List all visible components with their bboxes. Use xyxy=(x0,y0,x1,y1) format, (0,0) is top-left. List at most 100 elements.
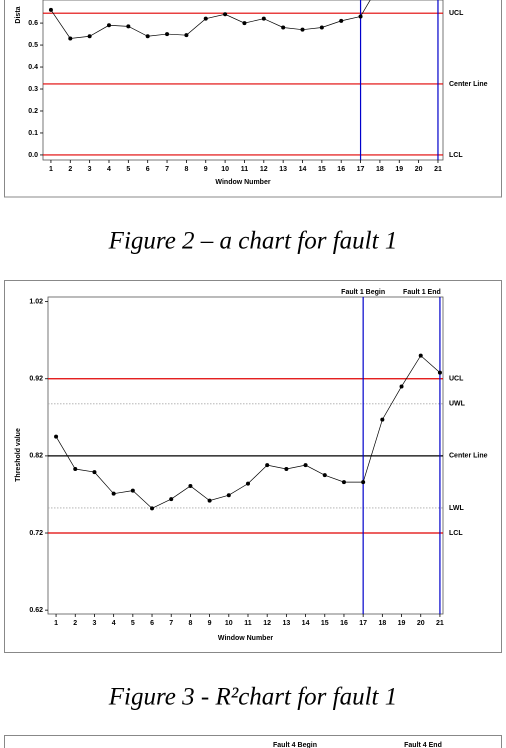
x-tick-label: 21 xyxy=(434,166,442,173)
y-tick-label: 0.92 xyxy=(29,376,43,383)
data-point xyxy=(68,36,73,41)
data-point xyxy=(150,506,155,511)
x-tick-label: 6 xyxy=(150,620,154,627)
y-tick-label: 0.82 xyxy=(29,453,43,460)
data-point xyxy=(126,24,131,29)
data-point xyxy=(358,14,363,19)
x-tick-label: 9 xyxy=(208,620,212,627)
y-axis-label: Dista xyxy=(15,6,22,23)
data-point xyxy=(73,466,78,471)
y-axis-label: Threshold value xyxy=(15,428,22,482)
data-point xyxy=(54,434,59,439)
y-tick-label: 0.0 xyxy=(28,152,38,159)
x-tick-label: 21 xyxy=(436,620,444,627)
data-point xyxy=(341,480,346,485)
x-tick-label: 2 xyxy=(68,166,72,173)
x-tick-label: 17 xyxy=(357,166,365,173)
data-point xyxy=(145,34,150,39)
reference-label: LCL xyxy=(449,152,463,159)
data-point xyxy=(284,466,289,471)
reference-label: UCL xyxy=(449,10,464,17)
x-tick-label: 20 xyxy=(415,166,423,173)
x-tick-label: 18 xyxy=(378,620,386,627)
data-point xyxy=(92,470,97,475)
x-tick-label: 6 xyxy=(146,166,150,173)
fault-label: Fault 1 End xyxy=(403,289,441,296)
data-point xyxy=(339,18,344,23)
x-tick-label: 11 xyxy=(241,166,249,173)
data-point xyxy=(207,498,212,503)
x-tick-label: 18 xyxy=(376,166,384,173)
data-point xyxy=(261,16,266,21)
chart-frame xyxy=(4,280,502,653)
y-tick-label: 0.3 xyxy=(28,86,38,93)
data-point xyxy=(281,25,286,30)
x-tick-label: 9 xyxy=(204,166,208,173)
caption: Figure 3 - R²chart for fault 1 xyxy=(108,684,398,711)
data-point xyxy=(48,7,53,12)
x-tick-label: 7 xyxy=(169,620,173,627)
data-point xyxy=(169,497,174,502)
x-tick-label: 5 xyxy=(131,620,135,627)
series xyxy=(54,353,442,511)
y-tick-label: 0.62 xyxy=(29,607,43,614)
x-tick-label: 13 xyxy=(282,620,290,627)
x-tick-label: 3 xyxy=(88,166,92,173)
data-point xyxy=(300,27,305,32)
x-tick-label: 1 xyxy=(49,166,53,173)
x-tick-label: 10 xyxy=(221,166,229,173)
data-point xyxy=(319,25,324,30)
x-tick-label: 19 xyxy=(398,620,406,627)
x-tick-label: 12 xyxy=(263,620,271,627)
x-tick-label: 3 xyxy=(92,620,96,627)
x-tick-label: 13 xyxy=(279,166,287,173)
x-tick-label: 15 xyxy=(318,166,326,173)
data-point xyxy=(226,493,231,498)
reference-label: Center Line xyxy=(449,81,488,88)
reference-label: Center Line xyxy=(449,453,488,460)
reference-label: LCL xyxy=(449,530,463,537)
x-tick-label: 11 xyxy=(244,620,252,627)
series xyxy=(48,0,371,41)
data-point xyxy=(245,481,250,486)
x-tick-label: 1 xyxy=(54,620,58,627)
data-point xyxy=(106,23,111,28)
y-tick-label: 0.5 xyxy=(28,42,38,49)
x-tick-label: 16 xyxy=(340,620,348,627)
plot-area xyxy=(42,0,444,161)
data-point xyxy=(130,488,135,493)
y-tick-label: 0.72 xyxy=(29,530,43,537)
data-point xyxy=(265,463,270,468)
reference-label: LWL xyxy=(449,505,464,512)
x-tick-label: 15 xyxy=(321,620,329,627)
x-tick-label: 14 xyxy=(299,166,307,173)
x-tick-label: 17 xyxy=(359,620,367,627)
chart-frame xyxy=(4,735,502,748)
x-tick-label: 14 xyxy=(302,620,310,627)
x-tick-label: 4 xyxy=(107,166,111,173)
fault-label: Fault 4 Begin xyxy=(273,742,317,748)
data-point xyxy=(203,16,208,21)
x-tick-label: 20 xyxy=(417,620,425,627)
x-tick-label: 10 xyxy=(225,620,233,627)
x-tick-label: 2 xyxy=(73,620,77,627)
data-point xyxy=(188,483,193,488)
fault-label: Fault 4 End xyxy=(404,742,442,748)
y-tick-label: 1.02 xyxy=(29,298,43,305)
x-tick-label: 16 xyxy=(337,166,345,173)
data-point xyxy=(303,463,308,468)
data-point xyxy=(111,491,116,496)
data-point xyxy=(165,32,170,37)
reference-label: UCL xyxy=(449,376,464,383)
fault-label: Fault 1 Begin xyxy=(341,289,385,296)
data-point xyxy=(242,21,247,26)
x-tick-label: 4 xyxy=(112,620,116,627)
reference-label: UWL xyxy=(449,401,466,408)
x-tick-label: 8 xyxy=(188,620,192,627)
x-tick-label: 19 xyxy=(395,166,403,173)
y-tick-label: 0.1 xyxy=(28,130,38,137)
x-tick-label: 7 xyxy=(165,166,169,173)
data-point xyxy=(437,370,442,375)
y-tick-label: 0.6 xyxy=(28,20,38,27)
